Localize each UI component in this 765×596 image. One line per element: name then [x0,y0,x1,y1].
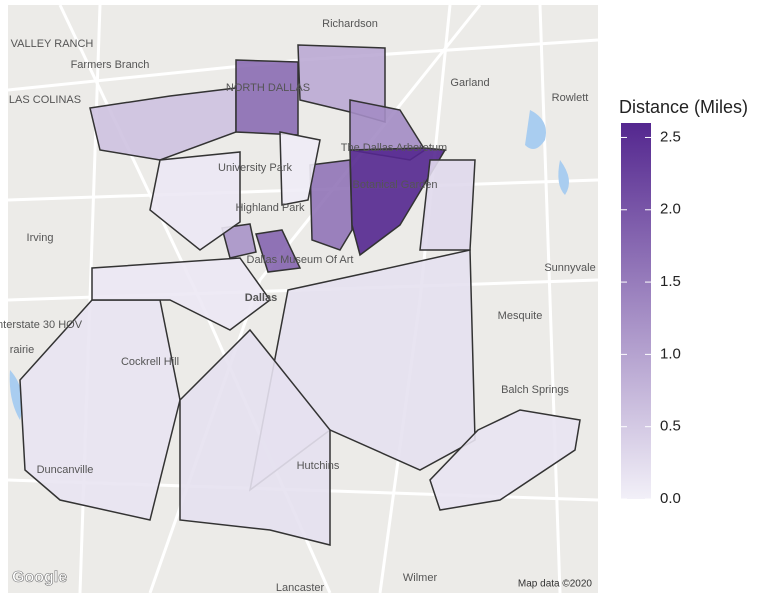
place-label: Irving [27,232,54,244]
colorbar [621,123,651,499]
colorbar-tick-label: 0.0 [660,490,681,507]
region [429,409,581,511]
place-label: rairie [10,344,34,356]
place-label: Highland Park [235,202,305,214]
place-label: Botanical Garden [353,179,438,191]
colorbar-tick-label: 1.5 [660,273,681,290]
place-label: Mesquite [498,310,543,322]
google-logo: Google [12,569,67,586]
region [179,328,331,546]
water [9,110,569,420]
colorbar-tick-label: 2.5 [660,128,681,145]
place-label: Richardson [322,18,378,30]
place-label: Dallas Museum Of Art [247,254,354,266]
colorbar-tick-label: 1.0 [660,345,681,362]
region [221,223,257,259]
place-label: Garland [450,77,489,89]
place-label: NORTH DALLAS [226,82,310,94]
place-label: Lancaster [276,582,325,594]
place-label: Wilmer [403,572,438,584]
place-label: Rowlett [552,92,589,104]
place-label: Farmers Branch [71,59,150,71]
place-label: Sunnyvale [544,262,595,274]
colorbar-tick-label: 0.5 [660,418,681,435]
place-label: Duncanville [37,464,94,476]
legend-title: Distance (Miles) [619,97,748,117]
region [255,229,302,273]
place-labels: Richardson Garland Farmers Branch Irving Dal… [0,18,596,594]
place-label: The Dallas Arboretum [341,142,447,154]
place-label: LAS COLINAS [9,94,81,106]
region [309,159,353,251]
place-label: University Park [218,162,292,174]
place-label: VALLEY RANCH [11,38,94,50]
place-label: Cockrell Hill [121,356,179,368]
place-label: Hutchins [297,460,340,472]
colorbar-tick-label: 2.0 [660,201,681,218]
map-attribution: Map data ©2020 [518,579,593,590]
place-label: Dallas [245,292,277,304]
place-label: Balch Springs [501,384,569,396]
region [235,59,299,136]
region [149,151,241,251]
region [91,257,272,331]
place-label: Interstate 30 HOV [0,319,83,331]
region [419,159,476,251]
regions [19,44,581,546]
region [279,131,321,206]
